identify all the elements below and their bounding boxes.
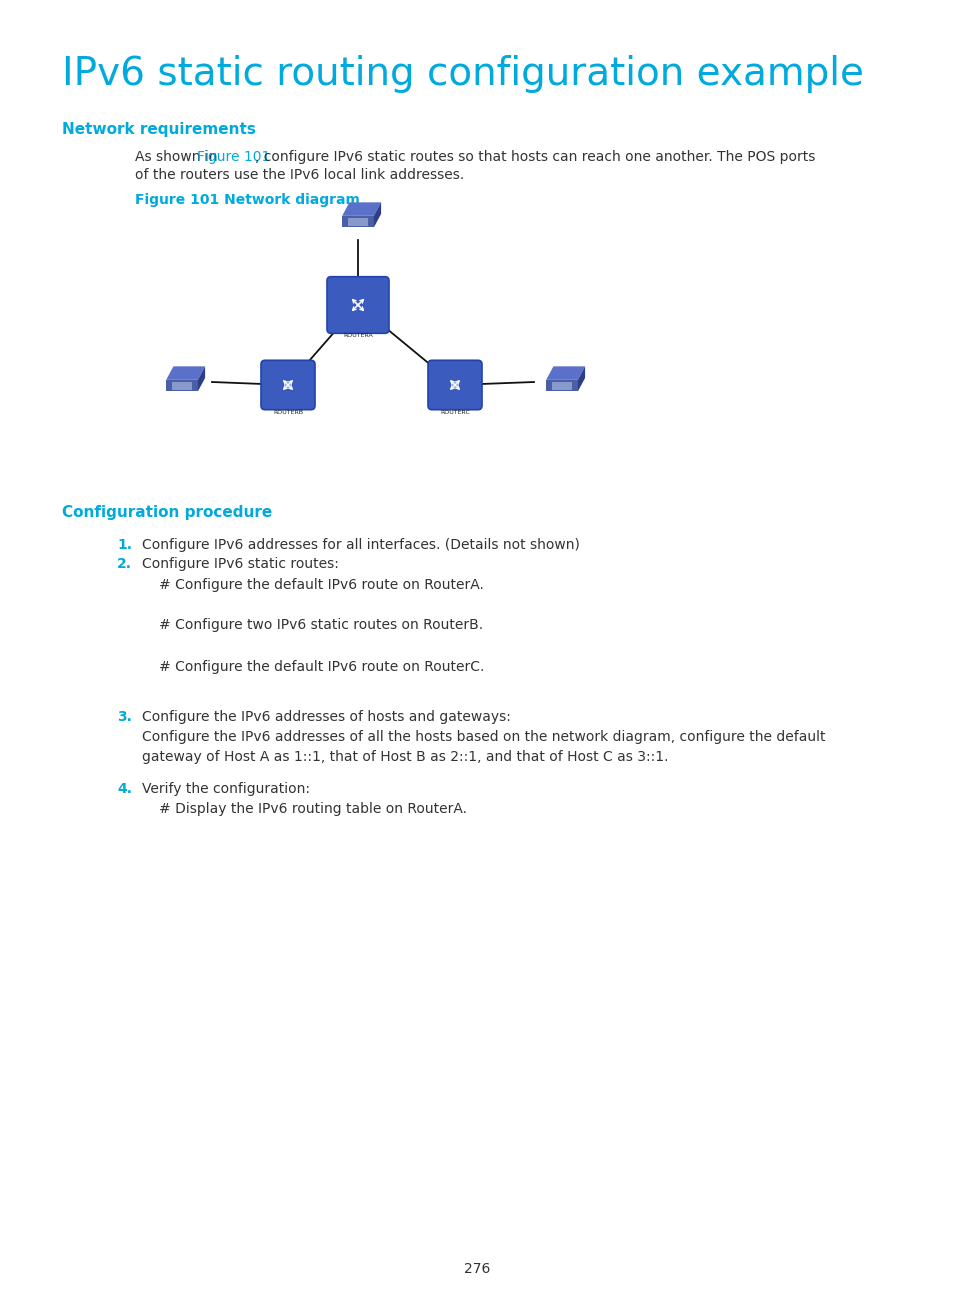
- Text: 4.: 4.: [117, 781, 132, 796]
- Text: Figure 101: Figure 101: [196, 150, 270, 165]
- Text: IPv6 static routing configuration example: IPv6 static routing configuration exampl…: [62, 54, 863, 93]
- Polygon shape: [342, 202, 380, 216]
- Polygon shape: [578, 367, 584, 391]
- Text: ROUTERA: ROUTERA: [343, 333, 373, 338]
- Polygon shape: [197, 367, 205, 391]
- Polygon shape: [166, 367, 205, 380]
- Text: # Display the IPv6 routing table on RouterA.: # Display the IPv6 routing table on Rout…: [159, 802, 467, 816]
- Text: # Configure the default IPv6 route on RouterC.: # Configure the default IPv6 route on Ro…: [159, 660, 484, 674]
- Text: , configure IPv6 static routes so that hosts can reach one another. The POS port: , configure IPv6 static routes so that h…: [254, 150, 815, 165]
- FancyBboxPatch shape: [261, 360, 314, 410]
- Text: Figure 101 Network diagram: Figure 101 Network diagram: [135, 193, 359, 207]
- Polygon shape: [342, 216, 374, 228]
- Text: # Configure two IPv6 static routes on RouterB.: # Configure two IPv6 static routes on Ro…: [159, 618, 482, 632]
- Text: Configure the IPv6 addresses of all the hosts based on the network diagram, conf: Configure the IPv6 addresses of all the …: [142, 730, 824, 765]
- Text: As shown in: As shown in: [135, 150, 222, 165]
- Polygon shape: [172, 382, 192, 390]
- Text: Configuration procedure: Configuration procedure: [62, 505, 272, 520]
- Text: 1.: 1.: [117, 538, 132, 552]
- Text: Network requirements: Network requirements: [62, 122, 255, 137]
- Polygon shape: [545, 367, 584, 380]
- FancyBboxPatch shape: [428, 360, 481, 410]
- Polygon shape: [545, 380, 578, 391]
- FancyBboxPatch shape: [327, 277, 389, 333]
- Text: # Configure the default IPv6 route on RouterA.: # Configure the default IPv6 route on Ro…: [159, 578, 483, 592]
- Polygon shape: [348, 218, 368, 226]
- Text: Configure IPv6 addresses for all interfaces. (Details not shown): Configure IPv6 addresses for all interfa…: [142, 538, 579, 552]
- Polygon shape: [374, 202, 380, 228]
- Text: Configure IPv6 static routes:: Configure IPv6 static routes:: [142, 557, 338, 572]
- Text: of the routers use the IPv6 local link addresses.: of the routers use the IPv6 local link a…: [135, 168, 464, 181]
- Polygon shape: [166, 380, 197, 391]
- Text: ROUTERC: ROUTERC: [439, 410, 470, 415]
- Text: Configure the IPv6 addresses of hosts and gateways:: Configure the IPv6 addresses of hosts an…: [142, 710, 511, 724]
- Text: 2.: 2.: [117, 557, 132, 572]
- Text: ROUTERB: ROUTERB: [273, 410, 303, 415]
- Polygon shape: [552, 382, 571, 390]
- Text: 276: 276: [463, 1262, 490, 1277]
- Text: 3.: 3.: [117, 710, 132, 724]
- Text: Verify the configuration:: Verify the configuration:: [142, 781, 310, 796]
